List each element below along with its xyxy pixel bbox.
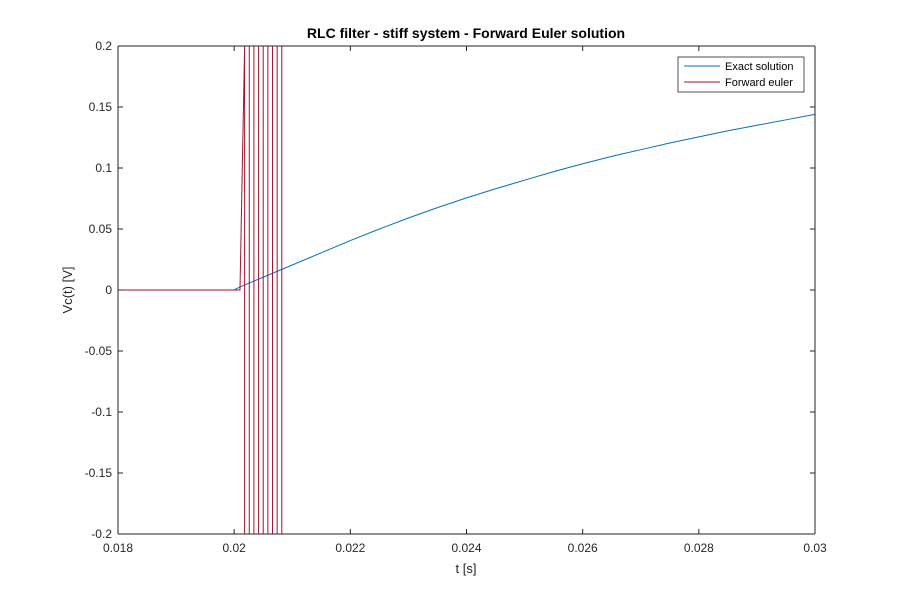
x-tick-label: 0.022 — [335, 541, 365, 555]
series-line-exact-solution — [118, 113, 815, 291]
y-tick-label: 0.05 — [89, 222, 113, 236]
x-tick-label: 0.028 — [684, 541, 714, 555]
y-axis-label: Vc(t) [V] — [60, 267, 75, 314]
y-tick-label: 0.15 — [89, 100, 113, 114]
y-tick-label: -0.15 — [85, 466, 113, 480]
y-tick-label: -0.2 — [91, 527, 112, 541]
y-tick-label: 0 — [105, 283, 112, 297]
x-tick-label: 0.026 — [568, 541, 598, 555]
legend: Exact solution Forward euler — [677, 56, 805, 93]
series-line-forward-euler — [118, 46, 287, 534]
y-tick-label: 0.2 — [95, 39, 112, 53]
y-tick-label: 0.1 — [95, 161, 112, 175]
x-tick-label: 0.02 — [222, 541, 246, 555]
x-tick-label: 0.018 — [103, 541, 133, 555]
legend-box — [677, 56, 805, 93]
legend-label-forward-euler: Forward euler — [725, 77, 793, 89]
x-tick-label: 0.024 — [451, 541, 481, 555]
x-tick-label: 0.03 — [803, 541, 827, 555]
chart-title: RLC filter - stiff system - Forward Eule… — [307, 25, 625, 41]
x-axis-label: t [s] — [456, 561, 477, 576]
y-tick-label: -0.05 — [85, 344, 113, 358]
y-ticks: -0.2 -0.15 -0.1 -0.05 0 0.05 0.1 0.15 0.2 — [85, 39, 815, 541]
series-layer — [118, 46, 815, 534]
y-tick-label: -0.1 — [91, 405, 112, 419]
legend-label-exact-solution: Exact solution — [725, 61, 793, 73]
x-ticks: 0.018 0.02 0.022 0.024 0.026 0.028 0.03 — [103, 46, 827, 555]
